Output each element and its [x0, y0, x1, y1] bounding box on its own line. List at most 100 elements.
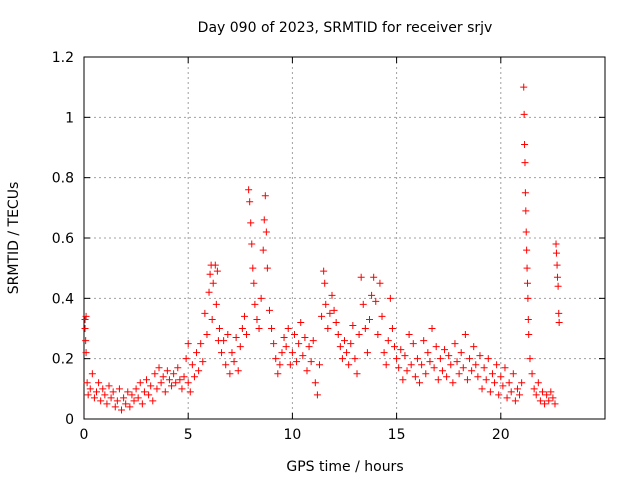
data-point — [420, 337, 428, 345]
data-point — [272, 355, 280, 363]
data-point — [172, 379, 180, 387]
data-point — [309, 337, 317, 345]
data-point — [140, 388, 148, 396]
data-point — [303, 367, 311, 375]
data-point — [250, 279, 258, 287]
data-point — [334, 331, 342, 339]
data-point — [103, 400, 111, 408]
data-point — [555, 309, 563, 317]
data-point — [428, 325, 436, 332]
data-point — [165, 376, 173, 384]
data-point — [182, 355, 190, 363]
data-point — [378, 312, 386, 320]
data-point — [126, 403, 134, 411]
data-point — [149, 397, 157, 405]
data-point — [374, 331, 382, 339]
data-point — [245, 186, 253, 194]
data-point — [520, 110, 528, 118]
data-point — [530, 385, 538, 393]
x-tick-label: 5 — [184, 427, 193, 443]
data-point — [232, 334, 240, 342]
data-point — [161, 388, 169, 396]
data-point — [488, 370, 496, 378]
data-point — [525, 331, 533, 339]
data-point — [81, 315, 89, 323]
data-point — [286, 361, 294, 369]
data-point — [122, 400, 130, 408]
data-point — [328, 291, 336, 299]
data-point — [270, 340, 278, 348]
data-point — [466, 355, 474, 363]
data-point — [366, 315, 374, 323]
data-point — [543, 391, 551, 399]
data-point — [505, 379, 513, 387]
data-point — [521, 159, 529, 167]
data-point — [416, 379, 424, 387]
ticks: 0 0.2 0.4 0.6 0.8 1 1.2 0 5 10 15 20 — [52, 50, 605, 443]
data-point — [311, 379, 319, 387]
data-point — [552, 240, 560, 248]
data-point — [443, 373, 451, 381]
y-tick-label: 1 — [65, 110, 74, 126]
data-point — [107, 394, 115, 402]
data-point — [180, 373, 188, 381]
data-point — [547, 388, 555, 396]
data-point — [88, 370, 96, 378]
data-point — [411, 373, 419, 381]
data-point — [388, 325, 396, 332]
data-point — [138, 400, 146, 408]
data-point — [461, 331, 469, 339]
data-point — [332, 318, 340, 326]
data-point — [386, 294, 394, 302]
data-point — [338, 355, 346, 363]
data-point — [197, 340, 205, 348]
data-point — [124, 388, 132, 396]
data-point — [83, 379, 91, 387]
data-point — [222, 361, 230, 369]
data-point — [220, 337, 228, 345]
data-point — [480, 364, 488, 372]
data-point — [513, 385, 521, 393]
data-point — [445, 352, 453, 360]
data-point — [95, 379, 103, 387]
data-point — [522, 228, 530, 236]
data-point — [305, 343, 313, 351]
data-point — [297, 318, 305, 326]
data-point — [401, 352, 409, 360]
data-point — [251, 300, 259, 308]
data-point — [130, 397, 138, 405]
data-point — [330, 306, 338, 314]
data-point — [212, 300, 220, 308]
data-point — [474, 373, 482, 381]
data-point — [190, 373, 198, 381]
data-point — [274, 370, 282, 378]
data-point — [470, 343, 478, 351]
data-point — [523, 264, 531, 272]
data-point — [463, 376, 471, 384]
data-point — [430, 364, 438, 372]
data-point — [188, 361, 196, 369]
y-tick-label: 0 — [65, 412, 74, 428]
data-point — [203, 331, 211, 339]
data-point — [318, 312, 326, 320]
data-point — [501, 364, 509, 372]
data-point — [538, 388, 546, 396]
data-point — [521, 189, 529, 197]
data-point — [359, 300, 367, 308]
data-point — [336, 343, 344, 351]
data-point — [432, 343, 440, 351]
data-point — [278, 349, 286, 357]
data-point — [234, 367, 242, 375]
data-point — [523, 246, 531, 254]
data-point — [522, 207, 530, 215]
data-point — [263, 264, 271, 272]
data-point — [186, 388, 194, 396]
data-point — [206, 270, 214, 278]
data-point — [497, 373, 505, 381]
data-point — [424, 349, 432, 357]
data-point — [441, 346, 449, 354]
data-point — [97, 397, 105, 405]
data-point — [554, 282, 562, 290]
data-point — [322, 300, 330, 308]
data-point — [288, 349, 296, 357]
